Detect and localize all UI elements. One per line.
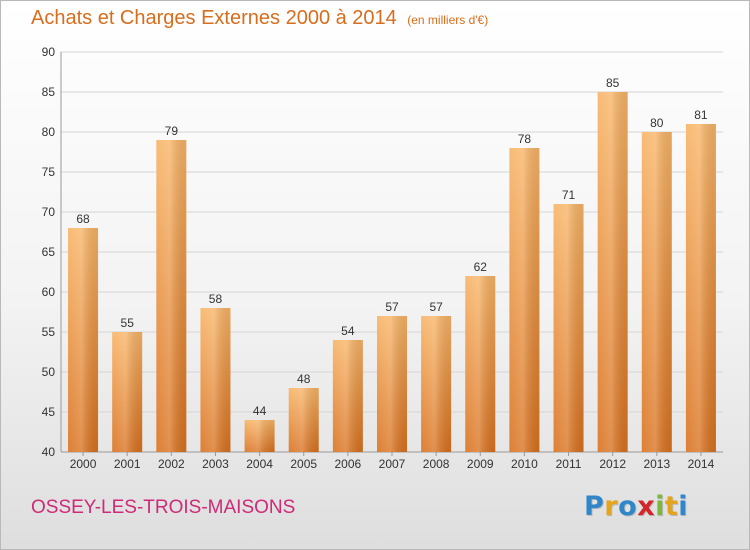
y-tick-label: 70 <box>42 205 56 219</box>
bar-value-label: 54 <box>341 324 355 338</box>
x-tick-label: 2002 <box>158 457 185 471</box>
x-tick-label: 2013 <box>643 457 670 471</box>
logo-letter: i <box>655 491 665 522</box>
bar-value-label: 79 <box>165 124 179 138</box>
bar-shine <box>68 228 99 452</box>
bar-shine <box>553 204 584 452</box>
x-tick-label: 2010 <box>511 457 538 471</box>
x-tick-label: 2007 <box>379 457 406 471</box>
x-tick-label: 2012 <box>599 457 626 471</box>
x-tick-label: 2003 <box>202 457 229 471</box>
bar-shine <box>288 388 319 452</box>
logo-letter: o <box>618 491 638 522</box>
bar-shine <box>685 124 716 452</box>
bar-value-label: 55 <box>121 316 135 330</box>
x-tick-label: 2009 <box>467 457 494 471</box>
bar-value-label: 44 <box>253 404 267 418</box>
bar-value-label: 58 <box>209 292 223 306</box>
y-tick-label: 80 <box>42 125 56 139</box>
y-tick-label: 60 <box>42 285 56 299</box>
logo-letter: i <box>678 491 689 522</box>
bar-shine <box>332 340 363 452</box>
bar-value-label: 48 <box>297 372 311 386</box>
y-tick-label: 65 <box>42 245 56 259</box>
x-tick-label: 2004 <box>246 457 273 471</box>
y-tick-label: 40 <box>42 445 56 459</box>
y-tick-label: 85 <box>42 85 56 99</box>
logo-letter: x <box>637 491 656 522</box>
bar-shine <box>156 140 187 452</box>
bar-shine <box>641 132 672 452</box>
x-tick-label: 2008 <box>423 457 450 471</box>
bar-value-label: 71 <box>562 188 576 202</box>
bar-shine <box>509 148 540 452</box>
x-tick-label: 2014 <box>688 457 715 471</box>
y-tick-label: 50 <box>42 365 56 379</box>
bar-shine <box>597 92 628 452</box>
chart-title: Achats et Charges Externes 2000 à 2014 <box>31 7 397 29</box>
proxiti-logo: Proxiti <box>584 491 688 522</box>
logo-letter: r <box>604 491 619 522</box>
bar-value-label: 78 <box>518 132 532 146</box>
x-tick-label: 2005 <box>290 457 317 471</box>
bar-value-label: 68 <box>76 212 90 226</box>
chart-unit-label: (en milliers d'€) <box>407 13 489 27</box>
y-tick-label: 55 <box>42 325 56 339</box>
x-tick-label: 2006 <box>335 457 362 471</box>
x-tick-label: 2011 <box>556 457 582 471</box>
bar-shine <box>465 276 496 452</box>
y-tick-label: 45 <box>42 405 56 419</box>
y-tick-label: 75 <box>42 165 56 179</box>
bar-value-label: 80 <box>650 116 664 130</box>
bar-value-label: 57 <box>429 300 443 314</box>
logo-letter: t <box>664 491 679 522</box>
commune-name: OSSEY-LES-TROIS-MAISONS <box>31 497 296 518</box>
x-tick-label: 2001 <box>114 457 141 471</box>
bar-value-label: 85 <box>606 76 620 90</box>
logo-letter: P <box>584 491 605 522</box>
bar-shine <box>112 332 143 452</box>
bar-shine <box>377 316 407 452</box>
bar-shine <box>200 308 231 452</box>
bar-value-label: 81 <box>694 108 708 122</box>
bar-value-label: 62 <box>474 260 488 274</box>
chart-title-block: Achats et Charges Externes 2000 à 2014 (… <box>31 7 488 30</box>
y-tick-label: 90 <box>42 45 56 59</box>
bar-shine <box>421 316 452 452</box>
bar-shine <box>244 420 275 452</box>
bar-value-label: 57 <box>385 300 399 314</box>
x-tick-label: 2000 <box>70 457 97 471</box>
